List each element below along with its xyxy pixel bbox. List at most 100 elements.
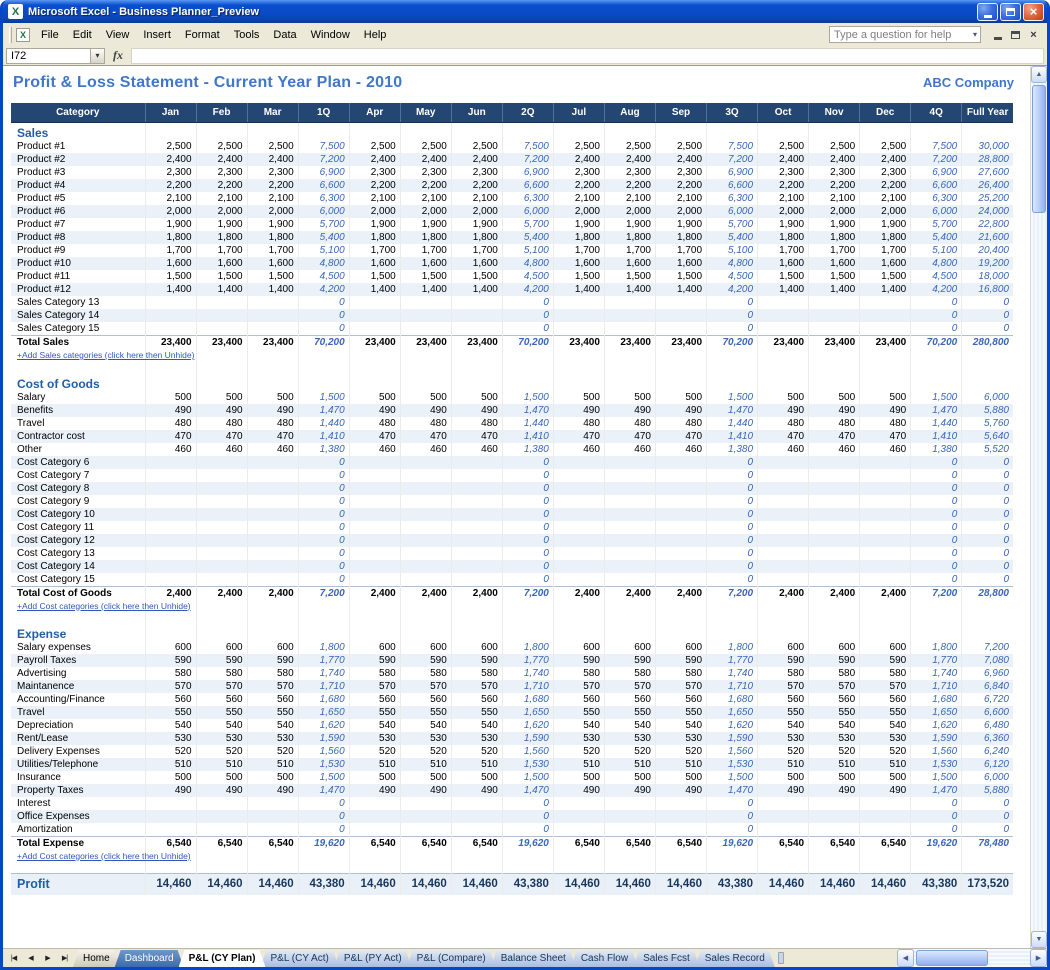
cell[interactable] [553, 520, 605, 534]
cell[interactable]: 0 [298, 322, 350, 336]
cell[interactable]: 480 [604, 416, 656, 430]
cell[interactable] [808, 322, 861, 336]
cell[interactable]: 0 [502, 797, 554, 810]
cell[interactable] [910, 361, 963, 373]
cell[interactable] [502, 361, 554, 373]
cell[interactable]: 0 [706, 507, 759, 521]
cell[interactable]: 500 [604, 390, 656, 404]
cell[interactable]: 0 [502, 309, 554, 322]
sheet-tab-p-l-py-act[interactable]: P&L (PY Act) [334, 950, 412, 967]
cell[interactable] [962, 612, 1013, 623]
cell[interactable]: 0 [961, 533, 1013, 547]
cell[interactable] [962, 362, 1013, 373]
cell[interactable]: 1,900 [757, 218, 810, 231]
cell[interactable]: 530 [757, 732, 810, 745]
cell[interactable] [604, 623, 656, 641]
cell[interactable]: 78,480 [961, 836, 1013, 851]
row-label[interactable]: Cost Category 13 [11, 546, 146, 560]
cell[interactable]: 6,300 [910, 192, 963, 205]
cell[interactable] [400, 612, 452, 623]
cell[interactable]: 1,600 [349, 257, 401, 270]
cell[interactable]: 580 [400, 667, 452, 680]
cell[interactable]: 2,500 [196, 140, 248, 153]
cell[interactable]: 570 [655, 680, 708, 693]
cell[interactable]: 1,380 [502, 442, 554, 456]
cell[interactable]: 0 [910, 494, 963, 508]
cell[interactable]: 460 [451, 442, 503, 456]
column-header-jan[interactable]: Jan [145, 103, 197, 123]
cell[interactable]: 1,710 [910, 680, 963, 693]
cell[interactable]: 2,100 [196, 192, 248, 205]
cell[interactable]: 2,000 [655, 205, 708, 218]
cell[interactable] [655, 612, 708, 623]
cell[interactable] [655, 309, 708, 322]
cell[interactable]: 540 [604, 719, 656, 732]
cell[interactable] [604, 862, 656, 874]
cell[interactable]: 2,000 [604, 205, 656, 218]
cell[interactable]: 600 [196, 641, 248, 654]
row-label[interactable]: Maintanence [11, 680, 146, 693]
cell[interactable]: 540 [757, 719, 810, 732]
cell[interactable]: 0 [910, 520, 963, 534]
cell[interactable]: 1,500 [808, 270, 861, 283]
cell[interactable] [502, 122, 554, 140]
cell[interactable]: 14,460 [859, 873, 912, 895]
cell[interactable] [451, 623, 503, 641]
cell[interactable] [808, 546, 861, 560]
cell[interactable] [298, 349, 350, 362]
cell[interactable]: 2,400 [553, 585, 605, 600]
cell[interactable]: 21,600 [961, 231, 1013, 244]
cell[interactable] [859, 546, 912, 560]
cell[interactable]: 2,300 [451, 166, 503, 179]
cell[interactable]: 550 [145, 706, 197, 719]
cell[interactable]: 460 [247, 442, 299, 456]
cell[interactable]: 1,600 [247, 257, 299, 270]
cell[interactable]: 590 [247, 654, 299, 667]
cell[interactable]: 0 [706, 559, 759, 573]
cell[interactable]: 590 [451, 654, 503, 667]
cell[interactable] [859, 481, 912, 495]
cell[interactable] [145, 810, 197, 823]
cell[interactable]: 490 [604, 784, 656, 797]
cell[interactable]: 4,500 [502, 270, 554, 283]
cell[interactable]: 1,710 [706, 680, 759, 693]
cell[interactable]: 6,900 [910, 166, 963, 179]
cell[interactable]: 1,560 [706, 745, 759, 758]
cell[interactable]: 2,500 [757, 140, 810, 153]
cell[interactable] [196, 468, 248, 482]
cell[interactable] [604, 309, 656, 322]
cell[interactable] [400, 372, 452, 391]
cell[interactable]: 6,600 [706, 179, 759, 192]
cell[interactable] [400, 600, 452, 612]
cell[interactable] [553, 296, 605, 309]
cell[interactable] [553, 533, 605, 547]
cell[interactable]: 2,100 [400, 192, 452, 205]
cell[interactable]: 70,200 [298, 335, 350, 350]
cell[interactable]: 0 [706, 296, 759, 309]
cell[interactable]: 28,800 [961, 153, 1013, 166]
cell[interactable] [400, 481, 452, 495]
cell[interactable] [349, 322, 401, 336]
cell[interactable] [757, 468, 810, 482]
cell[interactable] [145, 372, 197, 391]
cell[interactable]: 590 [196, 654, 248, 667]
cell[interactable]: 510 [247, 758, 299, 771]
cell[interactable]: 6,900 [298, 166, 350, 179]
cell[interactable]: 0 [502, 455, 554, 469]
cell[interactable]: 530 [196, 732, 248, 745]
row-label[interactable]: Cost Category 14 [11, 559, 146, 573]
cell[interactable] [502, 850, 554, 863]
cell[interactable]: 560 [247, 693, 299, 706]
cell[interactable] [757, 850, 810, 863]
cell[interactable] [553, 481, 605, 495]
cell[interactable] [706, 349, 759, 362]
cell[interactable]: 500 [451, 771, 503, 784]
cell[interactable]: 2,400 [859, 585, 912, 600]
row-label[interactable]: Rent/Lease [11, 732, 146, 745]
cell[interactable]: 500 [808, 771, 861, 784]
cell[interactable]: 7,200 [983, 642, 1009, 653]
cell[interactable]: 28,800 [961, 585, 1013, 600]
cell[interactable] [145, 533, 197, 547]
cell[interactable]: 0 [1003, 323, 1009, 334]
cell[interactable] [706, 361, 759, 373]
